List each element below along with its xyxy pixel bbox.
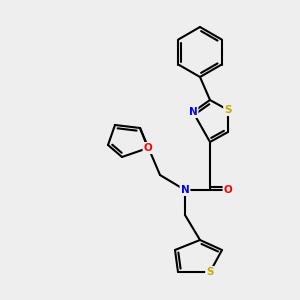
- Text: O: O: [144, 143, 152, 153]
- Text: N: N: [189, 107, 197, 117]
- Text: N: N: [181, 185, 189, 195]
- Text: S: S: [224, 105, 232, 115]
- Text: S: S: [206, 267, 214, 277]
- Text: O: O: [224, 185, 232, 195]
